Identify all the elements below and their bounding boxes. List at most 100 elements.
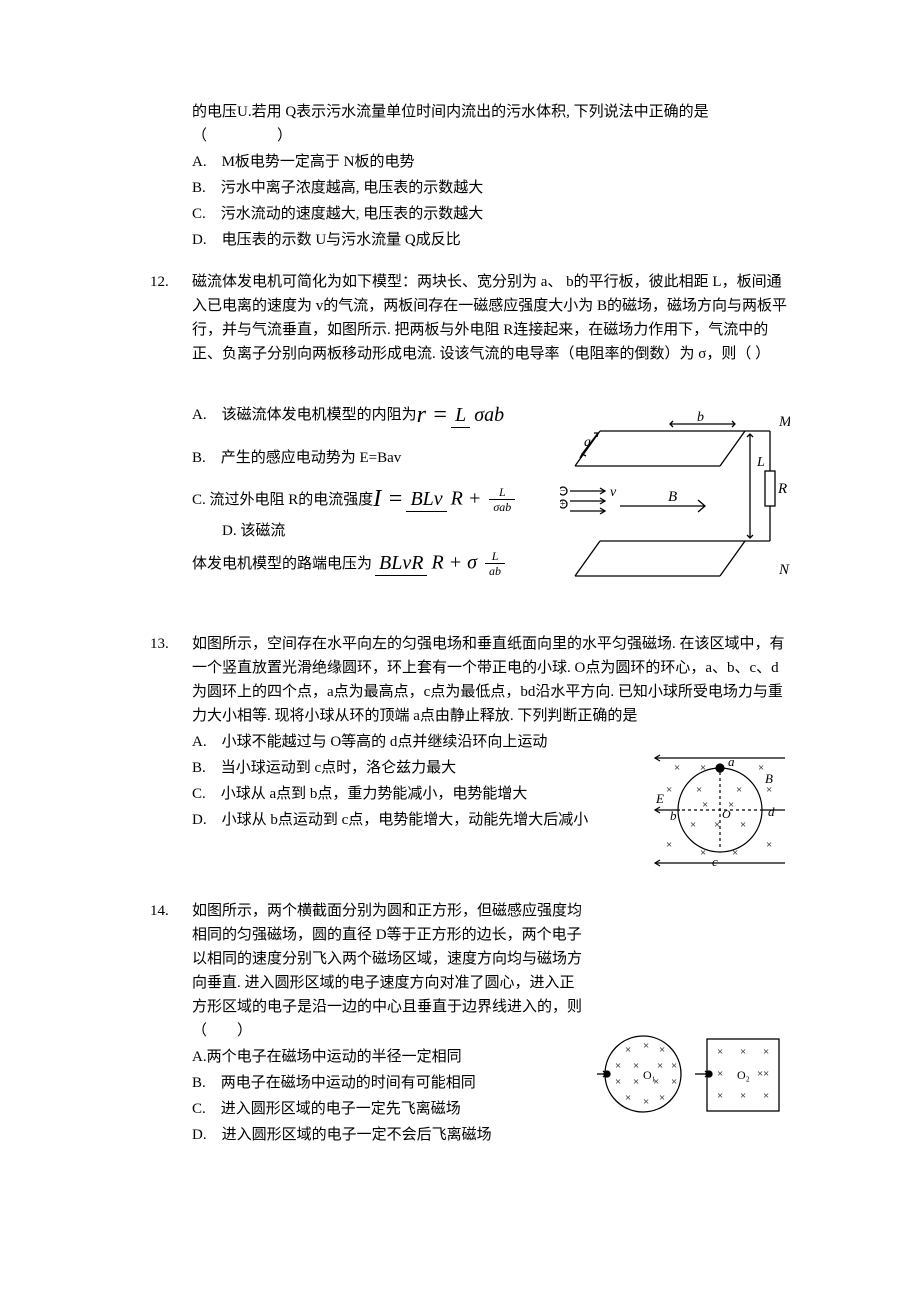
q12-opt-c-frac: BLv R + L σab <box>406 485 522 515</box>
q12-num: 12. <box>150 270 169 294</box>
svg-text:×: × <box>625 1092 631 1104</box>
q12-label-v: v <box>610 485 617 500</box>
q12-opt-c-lhs: I = <box>373 480 403 518</box>
q13-label-E: E <box>655 791 664 806</box>
q12-label-N: N <box>778 562 790 578</box>
svg-text:×: × <box>736 784 742 796</box>
q13-num: 13. <box>150 632 169 656</box>
q11-paren: （ ） <box>140 124 790 148</box>
question-13: 13. 如图所示，空间存在水平向左的匀强电场和垂直纸面向里的水平匀强磁场. 在该… <box>140 632 790 881</box>
q11-opt-d: D. 电压表的示数 U与污水流量 Q成反比 <box>140 228 790 252</box>
q12-svg: − + a b L M R N v B <box>560 396 790 606</box>
svg-text:×: × <box>740 819 746 831</box>
q13-opt-b: B. 当小球运动到 c点时，洛仑兹力最大 <box>140 756 600 780</box>
q12-opt-a-lhs: r = <box>417 396 449 434</box>
svg-text:×: × <box>643 1040 649 1052</box>
q12-opt-d-text2: 体发电机模型的路端电压为 <box>192 552 372 576</box>
q12-optc-denpre: R + <box>451 487 482 509</box>
q13-opt-c: C. 小球从 a点到 b点，重力势能减小，电势能增大 <box>140 782 600 806</box>
q12-optd-sn: L <box>485 549 505 564</box>
q13-svg: ××× ×××× ×× ××× ×× ×× a B E b d O c <box>650 748 790 873</box>
q11-opt-a: A. M板电势一定高于 N板的电势 <box>140 150 790 174</box>
svg-text:×: × <box>659 1092 665 1104</box>
svg-text:×: × <box>702 799 708 811</box>
q13-opt-a: A. 小球不能越过与 O等高的 d点并继续沿环向上运动 <box>140 730 600 754</box>
q12-label-B: B <box>668 489 677 505</box>
svg-text:×: × <box>758 762 764 774</box>
q11-stem-cont: 的电压U.若用 Q表示污水流量单位时间内流出的污水体积, 下列说法中正确的是 <box>140 100 790 124</box>
q12-optc-num: BLv <box>406 487 446 512</box>
q12-label-b: b <box>697 410 704 425</box>
svg-text:×: × <box>674 762 680 774</box>
q14-num: 14. <box>150 899 169 923</box>
svg-text:×: × <box>671 1076 677 1088</box>
question-14: 14. ××× ×××× ×××× ××× ××× ××× ××× <box>140 899 790 1147</box>
svg-text:×: × <box>633 1076 639 1088</box>
svg-text:×: × <box>717 1046 723 1058</box>
q12-optd-subfrac: L ab <box>485 549 505 579</box>
q12-label-R: R <box>777 481 787 497</box>
q12-label-a: a <box>584 435 591 450</box>
q13-stem: 如图所示，空间存在水平向左的匀强电场和垂直纸面向里的水平匀强磁场. 在该区域中，… <box>140 632 790 728</box>
question-11: 的电压U.若用 Q表示污水流量单位时间内流出的污水体积, 下列说法中正确的是 （… <box>140 100 790 252</box>
q12-optd-sd: ab <box>485 564 505 578</box>
q12-optc-sn: L <box>489 485 515 500</box>
q12-opt-a-text: A. 该磁流体发电机模型的内阻为 <box>192 403 417 427</box>
q12-optd-denpre: R + σ <box>431 551 477 573</box>
svg-text:×: × <box>763 1046 769 1058</box>
q12-optc-den: R + L σab <box>447 485 523 515</box>
svg-text:×: × <box>717 1068 723 1080</box>
svg-text:×: × <box>615 1076 621 1088</box>
svg-text:×: × <box>714 819 720 831</box>
q13-opt-d: D. 小球从 b点运动到 c点，电势能增大，动能先增大后减小 <box>140 808 600 832</box>
q14-label-o1: O₁ <box>643 1068 656 1082</box>
q13-label-a: a <box>728 754 735 769</box>
svg-text:×: × <box>700 762 706 774</box>
svg-text:×: × <box>690 819 696 831</box>
svg-text:×: × <box>732 847 738 859</box>
q14-figure: ××× ×××× ×××× ××× ××× ××× ××× O₁ O₂ <box>595 1029 790 1127</box>
svg-text:×: × <box>657 1060 663 1072</box>
q14-label-o2: O₂ <box>737 1068 750 1082</box>
q12-charge-plus: + <box>560 499 566 510</box>
q12-opt-c-text: C. 流过外电阻 R的电流强度 <box>192 488 373 512</box>
q12-opt-a: A. 该磁流体发电机模型的内阻为 r = L σab <box>140 396 550 434</box>
question-12: 12. 磁流体发电机可简化为如下模型：两块长、宽分别为 a、 b的平行板，彼此相… <box>140 270 790 614</box>
svg-text:×: × <box>643 1096 649 1108</box>
q12-opta-den: σab <box>470 403 508 427</box>
q12-optd-num: BLvR <box>375 551 427 576</box>
q12-charge-minus: − <box>560 486 566 497</box>
q13-label-O: O <box>722 807 731 821</box>
svg-text:×: × <box>766 839 772 851</box>
svg-text:×: × <box>740 1090 746 1102</box>
q13-label-c: c <box>712 854 718 869</box>
svg-text:×: × <box>666 839 672 851</box>
svg-text:×: × <box>666 784 672 796</box>
svg-text:×: × <box>740 1046 746 1058</box>
q12-figure: − + a b L M R N v B <box>560 396 790 614</box>
q12-opt-c-row: C. 流过外电阻 R的电流强度 I = BLv R + L σab D. 该磁流 <box>140 480 550 542</box>
q12-label-M: M <box>778 414 790 430</box>
q11-opt-c: C. 污水流动的速度越大, 电压表的示数越大 <box>140 202 790 226</box>
q13-figure: ××× ×××× ×× ××× ×× ×× a B E b d O c <box>650 748 790 881</box>
q12-optd-den: R + σ L ab <box>427 549 512 579</box>
q12-opt-d-text: D. 该磁流 <box>222 519 285 543</box>
q12-optc-sd: σab <box>489 500 515 514</box>
svg-text:×: × <box>763 1068 769 1080</box>
svg-text:×: × <box>717 1090 723 1102</box>
q12-opta-num: L <box>451 403 470 428</box>
q12-opt-a-frac: L σab <box>451 403 508 428</box>
q12-stem: 磁流体发电机可简化为如下模型：两块长、宽分别为 a、 b的平行板，彼此相距 L，… <box>140 270 790 366</box>
q14-stem: 如图所示，两个横截面分别为圆和正方形，但磁感应强度均相同的匀强磁场，圆的直径 D… <box>140 899 600 1043</box>
q12-opt-d-frac: BLvR R + σ L ab <box>375 549 512 579</box>
svg-text:×: × <box>763 1090 769 1102</box>
q12-opt-d-row: 体发电机模型的路端电压为 BLvR R + σ L ab <box>140 549 550 579</box>
svg-text:×: × <box>615 1060 621 1072</box>
q12-label-L: L <box>756 455 765 470</box>
svg-text:×: × <box>625 1044 631 1056</box>
svg-text:×: × <box>659 1044 665 1056</box>
q12-optc-subfrac: L σab <box>489 485 515 515</box>
svg-text:×: × <box>700 847 706 859</box>
svg-text:×: × <box>633 1060 639 1072</box>
q14-svg: ××× ×××× ×××× ××× ××× ××× ××× O₁ O₂ <box>595 1029 790 1119</box>
